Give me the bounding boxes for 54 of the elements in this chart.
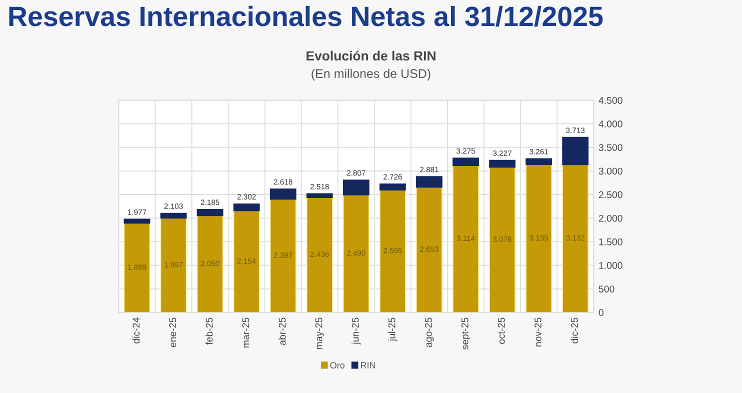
y-tick-label: 2.500 [598, 191, 622, 198]
x-tick-label: sept-25 [461, 318, 470, 350]
x-tick-label: ago-25 [424, 318, 434, 348]
bar [124, 218, 150, 224]
chart-subtitle: Evolución de las RIN [306, 50, 436, 61]
x-tick-label: dic-25 [570, 318, 578, 344]
bar [342, 180, 370, 196]
bar [124, 222, 150, 312]
bar [526, 164, 552, 312]
bar [416, 186, 442, 312]
y-tick-label: 1.500 [599, 238, 622, 246]
y-tick-label: 4.000 [598, 120, 622, 128]
y-tick-label: 3.000 [598, 168, 622, 175]
bar [562, 164, 589, 312]
bar [160, 218, 187, 312]
bar [196, 215, 224, 312]
bar [489, 166, 516, 312]
text: (En millones de USD) [312, 68, 430, 80]
bar [379, 183, 406, 190]
legend-label: RIN [360, 362, 376, 368]
x-tick-label: jun-25 [352, 318, 361, 345]
bar [342, 194, 370, 312]
y-tick-label: 1.000 [599, 262, 622, 269]
bar [379, 190, 406, 312]
bar [416, 176, 442, 188]
x-tick-label: mar-25 [242, 318, 250, 348]
bar [233, 210, 260, 312]
x-tick-label: jul-25 [388, 318, 398, 342]
x-tick-label: ene-25 [169, 318, 176, 348]
bar [452, 158, 479, 166]
bar [452, 165, 479, 312]
bar [270, 188, 296, 200]
x-tick-label: nov-25 [534, 318, 542, 346]
bar [306, 193, 333, 198]
y-tick-label: 500 [598, 286, 614, 292]
x-tick-label: abr-25 [278, 318, 286, 345]
y-tick-label: 2.000 [598, 214, 622, 222]
x-tick-label: oct-25 [498, 318, 505, 344]
bar [489, 160, 516, 168]
bar [270, 198, 296, 312]
bar [160, 212, 187, 219]
y-tick-label: 3.500 [598, 144, 622, 151]
bar [306, 197, 333, 312]
x-tick-label: feb-25 [206, 318, 213, 345]
bar [233, 203, 260, 212]
x-tick-label: dic-24 [132, 318, 140, 344]
y-tick-label: 0 [598, 309, 604, 316]
chart-title: Reservas Internacionales Netas al 31/12/2025 [9, 6, 603, 27]
bar [562, 136, 589, 166]
legend-label: Oro [330, 362, 344, 368]
bar [526, 158, 552, 166]
x-tick-label: may-25 [315, 318, 324, 350]
bar [196, 208, 224, 216]
y-tick-label: 4.500 [598, 96, 622, 104]
